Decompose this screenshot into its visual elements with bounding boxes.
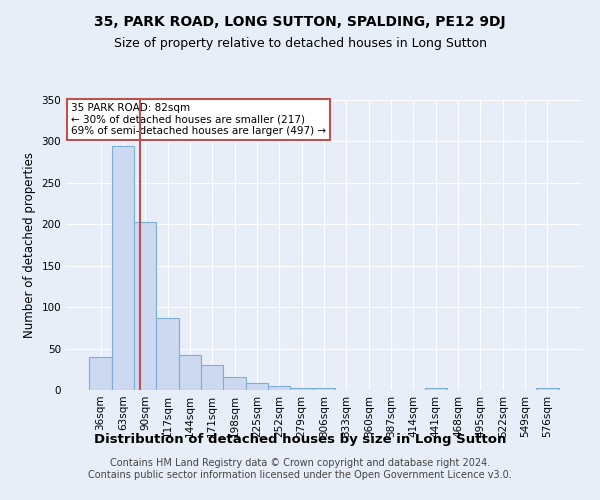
Bar	[425, 388, 447, 390]
Bar	[179, 355, 201, 390]
Bar	[112, 146, 134, 390]
Y-axis label: Number of detached properties: Number of detached properties	[23, 152, 36, 338]
Bar	[201, 365, 223, 390]
Bar	[246, 384, 268, 390]
Text: Size of property relative to detached houses in Long Sutton: Size of property relative to detached ho…	[113, 38, 487, 51]
Bar	[89, 357, 112, 390]
Bar	[223, 376, 246, 390]
Bar	[268, 386, 290, 390]
Bar	[290, 388, 313, 390]
Bar	[157, 318, 179, 390]
Text: Contains HM Land Registry data © Crown copyright and database right 2024.
Contai: Contains HM Land Registry data © Crown c…	[88, 458, 512, 480]
Text: 35, PARK ROAD, LONG SUTTON, SPALDING, PE12 9DJ: 35, PARK ROAD, LONG SUTTON, SPALDING, PE…	[94, 15, 506, 29]
Text: Distribution of detached houses by size in Long Sutton: Distribution of detached houses by size …	[94, 432, 506, 446]
Bar	[313, 388, 335, 390]
Bar	[134, 222, 157, 390]
Text: 35 PARK ROAD: 82sqm
← 30% of detached houses are smaller (217)
69% of semi-detac: 35 PARK ROAD: 82sqm ← 30% of detached ho…	[71, 103, 326, 136]
Bar	[536, 388, 559, 390]
